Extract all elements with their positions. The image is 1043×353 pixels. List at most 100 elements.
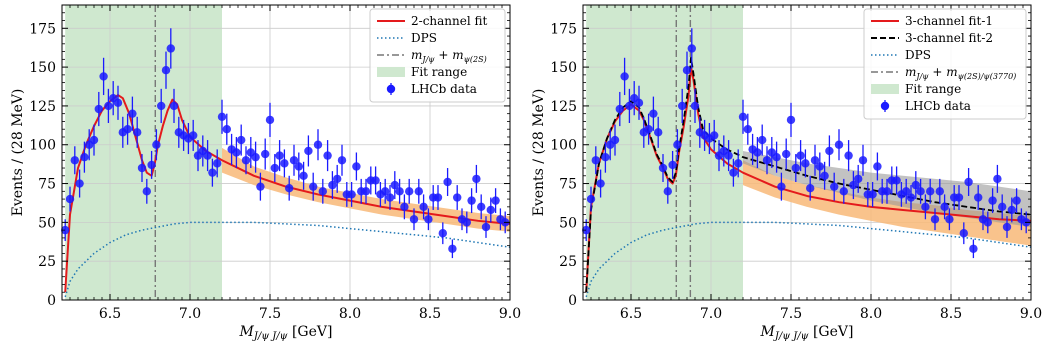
data-point	[400, 202, 409, 212]
data-point	[690, 101, 700, 111]
legend-label: 3-channel fit-1	[905, 14, 993, 28]
data-point	[161, 66, 171, 75]
data-point	[222, 125, 231, 134]
data-point	[309, 182, 318, 191]
data-point	[663, 187, 672, 196]
data-point	[481, 222, 491, 232]
legend-label: LHCb data	[411, 82, 477, 96]
data-point	[710, 131, 719, 140]
data-point	[65, 194, 75, 204]
data-point	[974, 193, 983, 202]
data-point	[203, 151, 212, 160]
x-tick-label: 8.5	[419, 306, 441, 322]
data-point	[849, 180, 858, 190]
data-point	[777, 182, 786, 191]
data-point	[868, 190, 877, 199]
data-point	[1012, 196, 1021, 205]
data-point	[371, 176, 380, 185]
legend-label: 3-channel fit-2	[905, 31, 993, 45]
data-point	[954, 193, 964, 202]
data-point	[654, 128, 663, 137]
x-tick-label: 7.5	[780, 306, 802, 322]
data-point	[834, 140, 844, 149]
data-point	[772, 152, 781, 162]
legend-threshold-sub: J/ψ	[914, 72, 929, 81]
data-point	[169, 101, 179, 111]
x-axis-label-unit: [GeV]	[288, 324, 333, 340]
dps-curve	[585, 221, 1032, 298]
data-point	[634, 98, 644, 108]
data-point	[729, 168, 738, 177]
data-point	[137, 163, 147, 173]
data-point	[385, 193, 395, 202]
data-point	[265, 115, 275, 125]
data-point	[390, 180, 399, 190]
data-point	[620, 72, 629, 81]
data-point	[462, 218, 471, 227]
data-point	[815, 162, 824, 171]
legend-data-marker	[880, 101, 890, 111]
data-point	[839, 187, 848, 196]
x-tick-label: 7.0	[700, 306, 722, 322]
data-point	[682, 66, 692, 75]
data-point	[419, 202, 428, 212]
data-point	[289, 156, 299, 165]
data-point	[448, 244, 457, 253]
data-point	[409, 215, 419, 224]
data-point	[959, 229, 968, 238]
legend-threshold-sub2: ψ(2S)	[464, 55, 487, 64]
data-point	[453, 193, 462, 202]
data-point	[323, 151, 332, 160]
data-point	[830, 182, 839, 191]
data-point	[157, 101, 166, 111]
y-tick-label: 100	[29, 138, 56, 154]
data-point	[738, 112, 748, 121]
data-point	[133, 128, 142, 137]
data-point	[472, 174, 481, 184]
legend-fit-range-swatch	[871, 84, 899, 94]
data-point	[658, 163, 668, 173]
x-tick-label: 9.0	[499, 306, 521, 322]
data-point	[610, 135, 620, 145]
data-point	[433, 193, 443, 202]
data-point	[906, 193, 916, 202]
data-point	[762, 156, 772, 165]
legend-label: DPS	[411, 31, 437, 45]
data-point	[668, 160, 677, 170]
data-point	[113, 98, 123, 108]
data-point	[333, 174, 342, 184]
data-point	[299, 171, 308, 180]
data-point	[916, 187, 925, 196]
data-point	[328, 180, 337, 190]
y-tick-label: 100	[550, 138, 577, 154]
data-point	[782, 149, 791, 159]
data-point	[270, 163, 279, 173]
data-point	[241, 156, 251, 165]
data-point	[586, 194, 596, 204]
data-point	[99, 72, 108, 81]
y-tick-label: 175	[550, 21, 577, 37]
y-tick-label: 75	[559, 177, 577, 193]
data-point	[75, 179, 84, 188]
data-point	[261, 149, 270, 159]
data-point	[142, 187, 151, 196]
data-point	[213, 159, 222, 168]
legend-threshold-sub2: ψ(2S)/ψ(3770)	[958, 72, 1017, 81]
y-tick-label: 75	[38, 177, 56, 193]
legend-fit-range-swatch	[377, 67, 405, 77]
x-tick-label: 8.5	[940, 306, 962, 322]
data-point	[251, 152, 260, 162]
data-point	[753, 148, 762, 157]
data-point	[152, 140, 161, 149]
data-point	[395, 187, 404, 196]
legend-label: Fit range	[905, 82, 961, 96]
x-tick-label: 6.5	[99, 306, 121, 322]
legend-label: Fit range	[411, 65, 467, 79]
data-point	[304, 146, 313, 156]
data-point	[318, 187, 327, 196]
y-tick-label: 150	[29, 60, 56, 76]
x-axis-label: MJ/ψ J/ψ [GeV]	[760, 324, 854, 342]
data-point	[128, 109, 137, 118]
x-axis-label-subscript: J/ψ J/ψ	[773, 331, 809, 342]
data-point	[405, 187, 414, 196]
